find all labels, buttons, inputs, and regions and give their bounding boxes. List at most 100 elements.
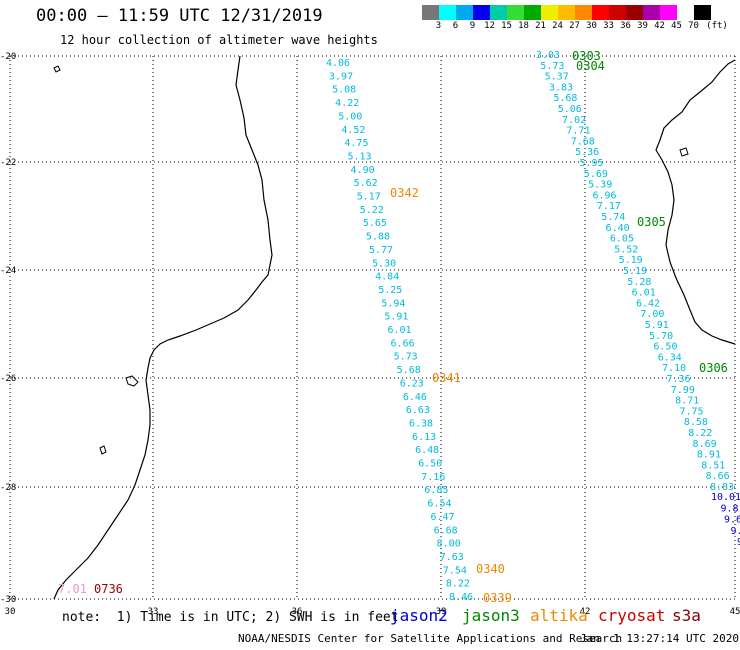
swh-value: 5.36: [575, 147, 599, 158]
swh-value: 6.38: [409, 418, 433, 429]
swh-value: 6.46: [403, 392, 427, 403]
pass-label: 0306: [699, 361, 728, 375]
swh-value: 8.00: [437, 539, 461, 550]
legend-swatch: [456, 5, 473, 20]
swh-value: 9.: [730, 526, 740, 537]
swh-value: 7.71: [566, 126, 590, 137]
legend-swatch: [694, 5, 711, 20]
legend-label: 45: [671, 21, 682, 31]
swh-value: 6.05: [610, 234, 634, 245]
swh-value: 5.68: [397, 365, 421, 376]
legend-swatch: [558, 5, 575, 20]
swh-value: 9.8: [720, 503, 738, 514]
lat-label: -22: [0, 158, 16, 168]
swh-value: 5.52: [614, 244, 638, 255]
swh-value: 7.02: [562, 115, 586, 126]
swh-value: 5.91: [645, 320, 669, 331]
swh-value: 5.25: [378, 285, 402, 296]
swh-value: 8.71: [675, 396, 699, 407]
island-mark: [53, 65, 61, 73]
swh-value: 6.48: [415, 445, 439, 456]
lon-label: 33: [148, 607, 159, 617]
footer-note: note: 1) Time is in UTC; 2) SWH is in fe…: [62, 610, 399, 625]
swh-value: 4.52: [341, 125, 365, 136]
swh-value: 8.58: [684, 417, 708, 428]
swh-value: 5.95: [579, 158, 603, 169]
coast-detail: [679, 147, 689, 157]
satellite-cryosat: cryosat: [598, 606, 666, 625]
swh-value: 6.40: [606, 223, 630, 234]
legend-swatch: [422, 5, 439, 20]
swh-value: 5.68: [553, 93, 577, 104]
swh-value: 10.01: [711, 492, 740, 503]
legend-swatch: [473, 5, 490, 20]
legend-swatch: [524, 5, 541, 20]
swh-value: 8.91: [697, 450, 721, 461]
swh-value: 5.65: [363, 218, 387, 229]
legend-swatch: [439, 5, 456, 20]
legend-swatch: [643, 5, 660, 20]
swh-value: 6.50: [653, 342, 677, 353]
swh-value: 6.47: [431, 512, 455, 523]
swh-value: 5.19: [623, 266, 647, 277]
lat-label: -26: [0, 374, 16, 384]
legend-label: 21: [535, 21, 546, 31]
swh-value: 5.13: [347, 151, 371, 162]
swh-value: 5.30: [372, 258, 396, 269]
swh-value: 5.22: [360, 205, 384, 216]
swh-value: 9: [737, 537, 740, 548]
pass-label: 0339: [483, 591, 512, 605]
pass-label: 0341: [432, 371, 461, 385]
swh-value: 7.00: [640, 309, 664, 320]
swh-value: 5.17: [357, 192, 381, 203]
swh-value: 5.73: [394, 352, 418, 363]
swh-value: 5.73: [540, 61, 564, 72]
swh-value: 4.84: [375, 272, 399, 283]
pass-label: 0303: [572, 49, 601, 63]
legend-label: 9: [469, 21, 476, 31]
swh-value: 6.34: [658, 352, 682, 363]
swh-value: 8.22: [446, 579, 470, 590]
swh-value: 6.13: [412, 432, 436, 443]
legend-swatch: [609, 5, 626, 20]
map-title: 00:00 – 11:59 UTC 12/31/2019: [36, 6, 323, 26]
swh-value: 5.70: [649, 331, 673, 342]
legend-label: 33: [603, 21, 614, 31]
swh-value: 6.54: [427, 499, 451, 510]
legend-label: 12: [484, 21, 495, 31]
legend-swatch: [575, 5, 592, 20]
swh-value: 5.08: [332, 85, 356, 96]
swh-value: 5.39: [588, 180, 612, 191]
satellite-altika: altika: [530, 606, 588, 625]
color-legend: [422, 5, 711, 20]
swh-value: 6.50: [418, 459, 442, 470]
legend-label: 3: [435, 21, 442, 31]
satellite-jason3: jason3: [462, 606, 520, 625]
pass-label: 0304: [576, 59, 605, 73]
legend-unit: (ft): [706, 21, 728, 31]
swh-value: 8.22: [688, 428, 712, 439]
legend-label: 30: [586, 21, 597, 31]
swh-value: 9.6: [724, 515, 740, 526]
swh-value: 6.85: [424, 485, 448, 496]
swh-value: 7.63: [440, 552, 464, 563]
swh-value: 5.28: [627, 277, 651, 288]
legend-label: 27: [569, 21, 580, 31]
legend-label: 6: [452, 21, 459, 31]
legend-label: 70: [688, 21, 699, 31]
lat-label: -24: [0, 266, 16, 276]
coast-detail: [99, 445, 107, 455]
legend-label: 36: [620, 21, 631, 31]
swh-value: 7.17: [597, 201, 621, 212]
lon-label: 42: [580, 607, 591, 617]
map-subtitle: 12 hour collection of altimeter wave hei…: [60, 33, 378, 47]
pass-label: 0305: [637, 215, 666, 229]
swh-value: 6.01: [632, 288, 656, 299]
lat-label: -30: [0, 595, 16, 605]
swh-value: 5.06: [558, 104, 582, 115]
swh-value: 7.16: [421, 472, 445, 483]
swh-value: 5.91: [384, 312, 408, 323]
swh-value: 5.74: [601, 212, 625, 223]
africa-coastline: [53, 55, 273, 600]
swh-value: 6.01: [387, 325, 411, 336]
